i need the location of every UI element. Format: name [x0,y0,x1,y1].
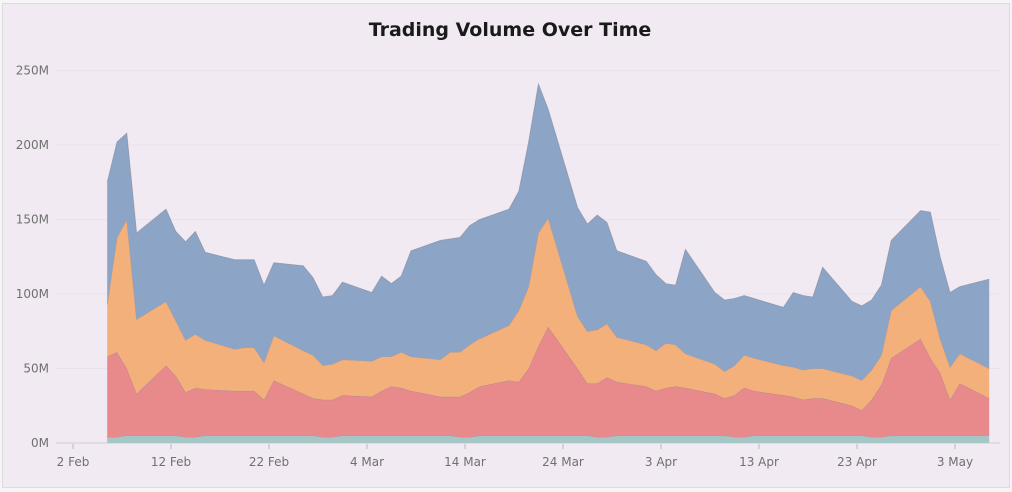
x-tick-label: 3 Apr [645,455,677,469]
x-tick-label: 12 Feb [151,455,191,469]
x-axis-ticks: 2 Feb 12 Feb 22 Feb 4 Mar 14 Mar 24 Mar 3 Apr 1… [57,444,973,469]
y-tick-label: 0M [31,436,49,450]
y-tick-label: 50M [23,362,49,376]
y-tick-label: 250M [16,64,49,78]
x-tick-label: 24 Mar [542,455,584,469]
area-series-3 [107,83,990,381]
y-tick-label: 200M [16,138,49,152]
x-tick-label: 23 Apr [837,455,877,469]
y-tick-label: 100M [16,287,49,301]
y-tick-label: 150M [16,213,49,227]
chart-title: Trading Volume Over Time [368,19,652,41]
area-series-0 [107,435,990,443]
x-tick-label: 13 Apr [739,455,779,469]
area-series-1 [107,326,990,437]
x-tick-label: 22 Feb [249,455,289,469]
x-tick-label: 3 May [937,455,973,469]
stacked-areas [106,82,990,443]
x-tick-label: 2 Feb [57,455,90,469]
x-tick-label: 14 Mar [444,455,486,469]
y-axis-ticks: 0M 50M 100M 150M 200M 250M [16,64,49,451]
area-series-edge [106,82,990,308]
x-tick-label: 4 Mar [350,455,384,469]
